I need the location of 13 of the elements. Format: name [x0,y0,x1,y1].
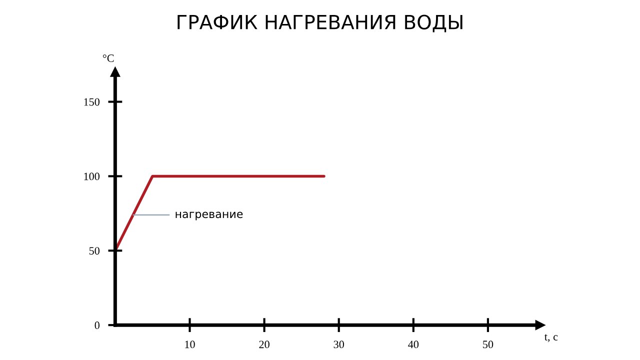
y-tick-label: 150 [84,98,100,106]
x-tick-label: 40 [408,340,419,348]
chart-title: ГРАФИК НАГРЕВАНИЯ ВОДЫ [178,14,462,32]
annotation: нагревание [176,212,243,220]
x-tick-label: 20 [259,340,270,348]
x-tick-label: 50 [483,340,494,348]
x-tick-label: 30 [334,340,344,348]
x-axis-title: t, c [544,334,558,342]
y-axis-title: °C [102,54,114,62]
y-tick-label: 0 [94,322,100,330]
x-tick-label: 10 [185,340,195,348]
y-tick-label: 50 [89,247,100,255]
y-tick-label: 100 [84,172,100,180]
